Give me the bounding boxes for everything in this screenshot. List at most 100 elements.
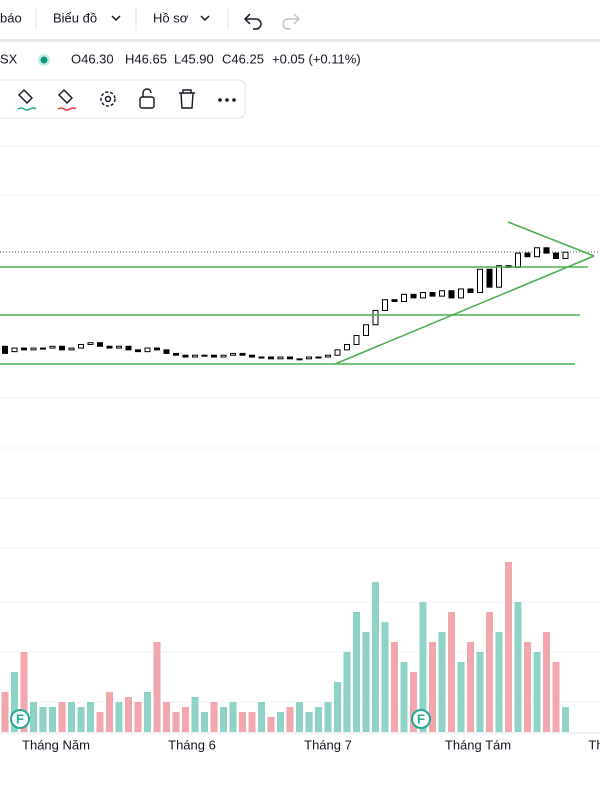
volume-bar bbox=[68, 702, 75, 732]
drawings bbox=[0, 221, 595, 365]
candle-body bbox=[344, 343, 350, 351]
x-tick-label: Tháng Tám bbox=[445, 737, 511, 752]
ohlc-close: C46.25 bbox=[222, 51, 264, 66]
candle-body bbox=[448, 290, 455, 299]
volume-bar bbox=[334, 682, 341, 732]
candle-body bbox=[325, 354, 331, 358]
volume-bar bbox=[58, 702, 66, 732]
candle-body bbox=[306, 356, 312, 360]
volume-bar bbox=[49, 707, 56, 732]
volume-bar bbox=[153, 642, 161, 732]
candle-body bbox=[11, 347, 18, 353]
volume-bar bbox=[429, 642, 436, 732]
candle-body bbox=[239, 352, 246, 356]
candle-body bbox=[182, 354, 189, 358]
candle-body bbox=[458, 288, 464, 299]
volume-bar bbox=[514, 602, 522, 732]
candle-body bbox=[163, 349, 170, 354]
volume-bar bbox=[419, 602, 427, 732]
candle-body bbox=[420, 292, 426, 299]
toolbar-item[interactable]: Hồ sơ bbox=[153, 10, 189, 25]
more-dot bbox=[232, 98, 236, 102]
badge bbox=[10, 709, 30, 729]
candle-body bbox=[401, 293, 407, 302]
fill-icon[interactable] bbox=[18, 89, 33, 104]
volume-bar bbox=[315, 707, 322, 732]
volume-bar bbox=[391, 642, 398, 732]
candle-body bbox=[277, 356, 284, 360]
redo-icon[interactable] bbox=[282, 13, 301, 30]
volume-bar bbox=[30, 702, 37, 732]
candle-body bbox=[315, 356, 322, 359]
volume-bar bbox=[524, 642, 531, 732]
volume-bar bbox=[115, 702, 123, 732]
ohlc-change: +0.05 (+0.11%) bbox=[272, 51, 361, 66]
volume-bar bbox=[106, 692, 113, 732]
lock-icon[interactable] bbox=[139, 96, 155, 109]
fill-color bbox=[17, 107, 37, 111]
volume-bar bbox=[457, 662, 465, 732]
candle-body bbox=[135, 349, 141, 353]
candle-body bbox=[173, 352, 179, 356]
volume-bar bbox=[144, 692, 151, 732]
chevron bbox=[200, 15, 210, 22]
x-tick-label: Th bbox=[588, 737, 600, 752]
candle-body bbox=[68, 347, 75, 351]
ohlc-low: L45.90 bbox=[174, 51, 214, 66]
line-color bbox=[57, 107, 77, 111]
symbol: SX bbox=[0, 51, 18, 66]
settings-icon[interactable] bbox=[100, 91, 116, 107]
settings-core bbox=[104, 95, 112, 103]
volume-bar bbox=[267, 717, 275, 732]
trend-line bbox=[334, 255, 595, 365]
trend-line bbox=[507, 221, 595, 257]
candle-body bbox=[192, 354, 198, 358]
volume-bar bbox=[39, 707, 47, 732]
volume-bar bbox=[201, 712, 208, 732]
volume-bar bbox=[324, 702, 332, 732]
ohlc-high: H46.65 bbox=[125, 51, 167, 66]
candle-body bbox=[382, 299, 388, 311]
candle-body bbox=[220, 354, 227, 358]
candle-body bbox=[496, 265, 502, 288]
candle-body bbox=[410, 293, 417, 299]
candle-body bbox=[40, 347, 46, 350]
line-icon[interactable] bbox=[58, 89, 73, 104]
volume-bar bbox=[372, 582, 379, 732]
candle-body bbox=[562, 251, 569, 260]
volume-bar bbox=[353, 612, 360, 732]
badge bbox=[411, 709, 431, 729]
toolbar: báo Biểu đồ Hồ sơ bbox=[0, 8, 301, 30]
more-dot[interactable] bbox=[218, 98, 222, 102]
undo-icon[interactable] bbox=[243, 13, 262, 30]
toolbar-item[interactable]: Biểu đồ bbox=[53, 10, 97, 25]
delete-icon[interactable] bbox=[179, 89, 195, 109]
candle-body bbox=[467, 288, 474, 294]
volume-bar bbox=[296, 702, 303, 732]
candle-body bbox=[249, 354, 255, 358]
volume-bar bbox=[448, 612, 455, 732]
divider bbox=[0, 39, 600, 42]
candle-body bbox=[268, 356, 274, 360]
candle-body bbox=[211, 354, 217, 358]
volume-bar bbox=[239, 712, 246, 732]
ohlc-open: O46.30 bbox=[71, 51, 114, 66]
candle-body bbox=[154, 347, 160, 351]
badge-label: F bbox=[16, 711, 24, 726]
volume-bar bbox=[20, 652, 28, 732]
candle-body bbox=[391, 299, 398, 302]
volume-bar bbox=[11, 672, 18, 732]
candle-body bbox=[543, 247, 550, 254]
volume-bar bbox=[96, 712, 104, 732]
volume-bar bbox=[505, 562, 512, 732]
candle-body bbox=[524, 252, 531, 258]
candle-body bbox=[2, 345, 8, 354]
drawing-toolbar bbox=[0, 79, 246, 119]
candle-body bbox=[106, 345, 113, 349]
candle-body bbox=[125, 345, 132, 351]
volume-bar bbox=[438, 632, 446, 732]
volume-bar bbox=[552, 662, 560, 732]
volume-bar bbox=[543, 632, 550, 732]
toolbar-item[interactable]: báo bbox=[0, 10, 22, 25]
